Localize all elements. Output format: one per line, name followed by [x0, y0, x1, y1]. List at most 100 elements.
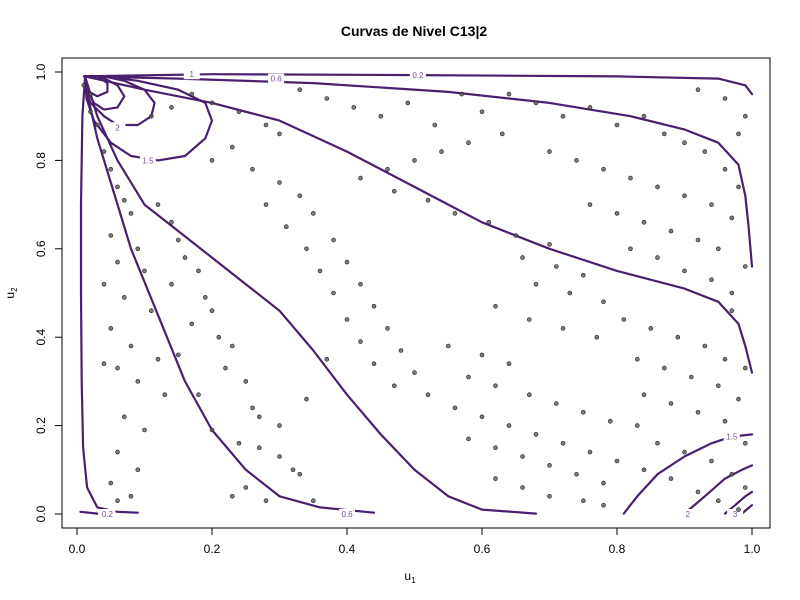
data-point [730, 309, 734, 313]
data-point [332, 291, 336, 295]
data-point [548, 150, 552, 154]
data-point [480, 415, 484, 419]
data-point [149, 114, 153, 118]
data-point [662, 132, 666, 136]
data-point [642, 468, 646, 472]
data-point [676, 335, 680, 339]
data-point [568, 291, 572, 295]
data-point [494, 446, 498, 450]
data-point [345, 260, 349, 264]
data-point [332, 238, 336, 242]
x-axis-label-main: u [404, 569, 411, 583]
data-point [669, 477, 673, 481]
data-point [534, 101, 538, 105]
y-axis-label: u2 [3, 287, 19, 299]
x-tick-label: 0.8 [609, 542, 626, 556]
x-axis-label-sub: 1 [411, 576, 416, 585]
plot-area: 0.2 0.2 0.6 0.6 1 1.5 1.5 2 2 3 [62, 58, 770, 528]
data-point [210, 158, 214, 162]
data-point [190, 322, 194, 326]
data-point [244, 379, 248, 383]
x-tick-label: 0.2 [204, 542, 221, 556]
y-axis-label-main: u [3, 292, 17, 299]
data-point [122, 415, 126, 419]
data-point [480, 353, 484, 357]
data-point [615, 211, 619, 215]
data-point [386, 167, 390, 171]
data-point [656, 441, 660, 445]
data-point [453, 406, 457, 410]
data-point [527, 393, 531, 397]
data-point [359, 176, 363, 180]
data-point [588, 203, 592, 207]
contour-line-2-1 [685, 465, 753, 513]
contour-line-0-6-0 [85, 76, 752, 266]
contour-label: 0.6 [271, 75, 283, 84]
contour-label: 2 [686, 510, 691, 519]
data-point [642, 220, 646, 224]
data-point [143, 269, 147, 273]
data-point [210, 428, 214, 432]
data-point [487, 220, 491, 224]
scatter-points [82, 83, 748, 511]
y-tick-label: 0.2 [34, 417, 48, 434]
data-point [426, 198, 430, 202]
data-point [109, 234, 113, 238]
data-point [109, 167, 113, 171]
data-point [521, 486, 525, 490]
data-point [467, 141, 471, 145]
data-point [548, 463, 552, 467]
data-point [730, 216, 734, 220]
data-point [460, 92, 464, 96]
data-point [575, 472, 579, 476]
data-point [743, 486, 747, 490]
data-point [696, 490, 700, 494]
data-point [89, 92, 93, 96]
contour-line-3-1 [742, 505, 752, 513]
y-axis-label-sub: 2 [10, 287, 19, 292]
data-point [217, 335, 221, 339]
contour-label: 0.6 [341, 510, 353, 519]
data-point [122, 295, 126, 299]
data-point [656, 185, 660, 189]
data-point [89, 110, 93, 114]
data-point [197, 393, 201, 397]
contour-label: 1.5 [142, 156, 154, 165]
data-point [278, 424, 282, 428]
x-tick-label: 0.4 [339, 542, 356, 556]
data-point [237, 441, 241, 445]
data-point [453, 211, 457, 215]
data-point [298, 88, 302, 92]
data-point [635, 424, 639, 428]
data-point [318, 269, 322, 273]
data-point [129, 211, 133, 215]
data-point [710, 203, 714, 207]
data-point [102, 362, 106, 366]
data-point [156, 203, 160, 207]
data-point [392, 384, 396, 388]
data-point [298, 472, 302, 476]
data-point [116, 185, 120, 189]
data-point [278, 181, 282, 185]
contour-line-0-6-2 [80, 512, 97, 514]
data-point [129, 494, 133, 498]
data-point [615, 459, 619, 463]
data-point [629, 247, 633, 251]
data-point [737, 132, 741, 136]
data-point [730, 472, 734, 476]
data-point [629, 176, 633, 180]
data-point [163, 393, 167, 397]
data-point [176, 238, 180, 242]
data-point [325, 357, 329, 361]
data-point [683, 450, 687, 454]
data-point [710, 278, 714, 282]
data-point [602, 503, 606, 507]
y-axis: 0.00.20.40.60.81.0 [34, 63, 62, 522]
data-point [392, 189, 396, 193]
data-point [109, 326, 113, 330]
contour-labels: 0.2 0.2 0.6 0.6 1 1.5 1.5 2 2 3 [99, 69, 743, 519]
data-point [359, 282, 363, 286]
data-point [716, 384, 720, 388]
data-point [325, 97, 329, 101]
